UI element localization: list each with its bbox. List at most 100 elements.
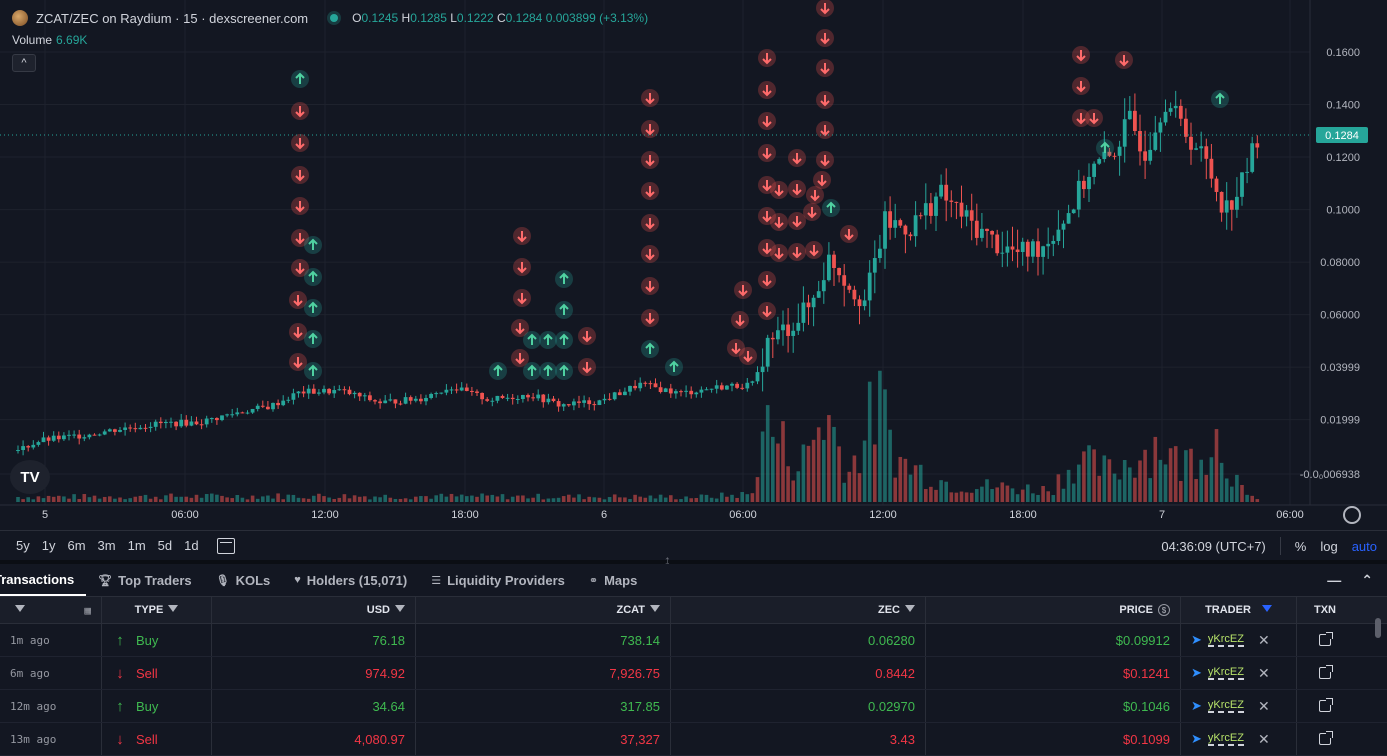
cell-zcat: 7,926.75 — [416, 657, 671, 689]
timeframe-5y[interactable]: 5y — [16, 538, 30, 553]
calendar-icon[interactable] — [216, 537, 235, 554]
volume-bar — [699, 494, 704, 502]
cell-trader[interactable]: ➤ yKrcEZ ✕ — [1181, 690, 1297, 722]
tab-maps[interactable]: ⚭ Maps — [577, 564, 649, 596]
candle-body — [1153, 132, 1158, 150]
cell-trader[interactable]: ➤ yKrcEZ ✕ — [1181, 657, 1297, 689]
close-icon[interactable]: ✕ — [1257, 664, 1270, 681]
volume-bar — [1158, 459, 1163, 502]
close-icon[interactable]: ✕ — [1257, 631, 1270, 648]
external-link-icon[interactable] — [1319, 665, 1333, 679]
candle-body — [1209, 158, 1214, 179]
clock-readout[interactable]: 04:36:09 (UTC+7) — [1161, 538, 1266, 554]
candle-body — [1194, 148, 1198, 150]
table-row[interactable]: 1m ago ↑ Buy 76.18 738.14 0.06280 $0.099… — [0, 624, 1387, 657]
collapse-legend-button[interactable]: ^ — [12, 54, 36, 72]
volume-bar — [1163, 464, 1168, 502]
tab-liquidity-providers[interactable]: ☰ Liquidity Providers — [419, 564, 577, 596]
percent-scale-toggle[interactable]: % — [1294, 538, 1307, 554]
sell-marker-icon — [511, 349, 529, 367]
tab-transactions[interactable]: Transactions — [0, 564, 87, 596]
filter-icon[interactable] — [650, 605, 660, 615]
timeframe-6m[interactable]: 6m — [67, 538, 86, 553]
candle-body — [1189, 136, 1193, 150]
trader-link[interactable]: yKrcEZ — [1207, 665, 1244, 680]
cell-txn[interactable] — [1297, 690, 1353, 722]
dollar-toggle-icon[interactable]: $ — [1158, 604, 1170, 616]
cell-trader[interactable]: ➤ yKrcEZ ✕ — [1181, 624, 1297, 656]
tab-holders[interactable]: ♥ Holders (15,071) — [282, 564, 419, 596]
tab-label: Liquidity Providers — [447, 572, 565, 588]
timeframe-3m[interactable]: 3m — [97, 538, 116, 553]
volume-bar — [133, 496, 138, 502]
tab-top-traders[interactable]: 🏆︎ Top Traders — [86, 564, 203, 596]
trader-link[interactable]: yKrcEZ — [1207, 698, 1244, 713]
price-chart[interactable]: 0.1284 0.1600 0.1400 0.1200 0.1000 0.08000 0.0… — [0, 0, 1387, 562]
candle-body — [62, 435, 66, 440]
col-date[interactable]: ▦ — [0, 597, 102, 623]
candle-body — [67, 434, 71, 436]
volume-bar — [250, 495, 255, 502]
timeframe-1y[interactable]: 1y — [41, 538, 56, 553]
col-trader[interactable]: TRADER — [1181, 597, 1297, 623]
timeframe-5d[interactable]: 5d — [157, 538, 173, 553]
table-row[interactable]: 6m ago ↓ Sell 974.92 7,926.75 0.8442 $0.… — [0, 657, 1387, 690]
cell-txn[interactable] — [1297, 723, 1353, 755]
table-row[interactable]: 12m ago ↑ Buy 34.64 317.85 0.02970 $0.10… — [0, 690, 1387, 723]
cell-trader[interactable]: ➤ yKrcEZ ✕ — [1181, 723, 1297, 755]
calendar-icon[interactable]: ▦ — [84, 603, 91, 617]
filter-icon[interactable] — [395, 605, 405, 615]
candlestick-chart[interactable]: 0.1284 0.1600 0.1400 0.1200 0.1000 0.08000 0.0… — [0, 0, 1387, 530]
external-link-icon[interactable] — [1319, 698, 1333, 712]
volume-bar — [867, 381, 872, 502]
candle-body — [1240, 172, 1244, 197]
filter-active-icon[interactable] — [1261, 605, 1272, 615]
tradingview-logo[interactable]: TV — [10, 460, 50, 494]
resize-handle-icon[interactable]: ↕ — [664, 552, 671, 568]
external-link-icon[interactable] — [1319, 731, 1333, 745]
volume-bar — [602, 499, 607, 502]
col-zcat[interactable]: ZCAT — [416, 597, 671, 623]
volume-bar — [1214, 429, 1219, 502]
candle-body — [668, 388, 673, 394]
volume-bar — [684, 496, 688, 502]
col-usd[interactable]: USD — [212, 597, 416, 623]
cell-txn[interactable] — [1297, 624, 1353, 656]
candle-body — [1245, 171, 1249, 173]
minimize-icon[interactable]: — — [1327, 572, 1342, 588]
table-scrollbar[interactable] — [1375, 618, 1381, 638]
cell-txn[interactable] — [1297, 657, 1353, 689]
nodes-icon: ⚭ — [588, 574, 599, 587]
trader-link[interactable]: yKrcEZ — [1207, 632, 1244, 647]
timeframe-1d[interactable]: 1d — [184, 538, 199, 553]
col-price[interactable]: PRICE $ — [926, 597, 1181, 623]
table-row[interactable]: 13m ago ↓ Sell 4,080.97 37,327 3.43 $0.1… — [0, 723, 1387, 756]
candle-body — [475, 391, 479, 393]
candle-body — [878, 248, 882, 259]
tab-kols[interactable]: 🎙︎ KOLs — [204, 564, 283, 596]
candle-body — [1036, 241, 1040, 257]
auto-scale-toggle[interactable]: auto — [1351, 538, 1377, 554]
external-link-icon[interactable] — [1319, 632, 1333, 646]
candle-body — [1163, 111, 1168, 123]
col-zec[interactable]: ZEC — [671, 597, 926, 623]
volume-bar — [995, 487, 999, 502]
filter-icon[interactable] — [168, 605, 179, 615]
expand-icon[interactable]: ⌃ — [1361, 571, 1373, 588]
gear-icon[interactable] — [1343, 506, 1361, 524]
log-scale-toggle[interactable]: log — [1320, 538, 1338, 554]
close-icon[interactable]: ✕ — [1257, 730, 1270, 747]
close-icon[interactable]: ✕ — [1257, 697, 1270, 714]
filter-icon[interactable] — [905, 605, 915, 615]
col-type[interactable]: TYPE — [102, 597, 212, 623]
cell-price: $0.1099 — [926, 723, 1181, 755]
volume-bar — [21, 499, 25, 502]
candle-body — [531, 397, 535, 399]
timeframe-1m[interactable]: 1m — [127, 538, 146, 553]
filter-icon[interactable] — [15, 605, 25, 615]
candle-body — [1056, 229, 1061, 242]
trader-link[interactable]: yKrcEZ — [1207, 731, 1244, 746]
volume-bar — [1189, 448, 1193, 502]
panel-resizer[interactable] — [0, 560, 1387, 564]
volume-bar — [393, 498, 398, 502]
